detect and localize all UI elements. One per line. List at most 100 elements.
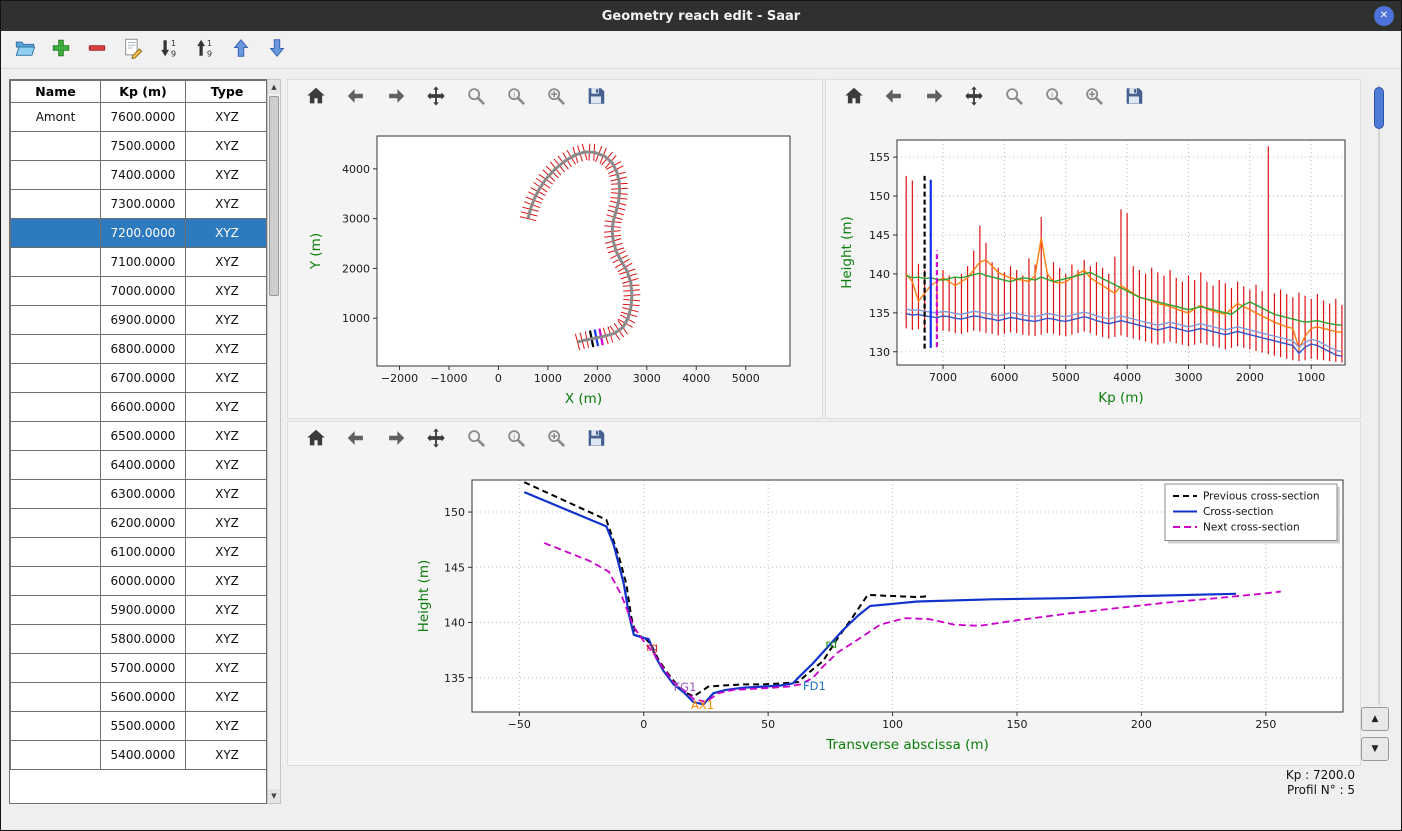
cell-type[interactable]: XYZ [185, 102, 266, 132]
table-row[interactable]: 6700.0000 XYZ [10, 363, 266, 393]
previous-profile-button[interactable]: ▲ [1361, 707, 1389, 731]
cell-name[interactable] [10, 131, 101, 161]
pan-button[interactable] [962, 86, 986, 110]
cell-name[interactable] [10, 218, 101, 248]
cell-type[interactable]: XYZ [185, 392, 266, 422]
cell-kp[interactable]: 6300.0000 [100, 479, 186, 509]
cell-type[interactable]: XYZ [185, 682, 266, 712]
table-row[interactable]: 5800.0000 XYZ [10, 624, 266, 654]
table-row[interactable]: 6900.0000 XYZ [10, 305, 266, 335]
table-row[interactable]: 5700.0000 XYZ [10, 653, 266, 683]
table-row[interactable]: 6000.0000 XYZ [10, 566, 266, 596]
plan-view-chart[interactable]: −2000 −1000 0 1000 2000 3000 4000 5000 1000 2000 3… [288, 116, 822, 422]
cell-name[interactable] [10, 421, 101, 451]
cell-type[interactable]: XYZ [185, 189, 266, 219]
back-button[interactable] [344, 86, 368, 110]
cell-kp[interactable]: 6100.0000 [100, 537, 186, 567]
cell-kp[interactable]: 7600.0000 [100, 102, 186, 132]
cell-kp[interactable]: 5700.0000 [100, 653, 186, 683]
home-button[interactable] [304, 428, 328, 452]
zoom-extent-button[interactable] [544, 428, 568, 452]
slider-thumb[interactable] [1374, 87, 1384, 129]
cell-type[interactable]: XYZ [185, 595, 266, 625]
cell-name[interactable] [10, 740, 101, 770]
column-header-name[interactable]: Name [10, 80, 101, 103]
move-down-button[interactable] [265, 38, 289, 62]
cell-name[interactable] [10, 276, 101, 306]
save-button[interactable] [584, 86, 608, 110]
cell-name[interactable] [10, 566, 101, 596]
add-button[interactable] [49, 38, 73, 62]
cell-name[interactable] [10, 247, 101, 277]
cell-kp[interactable]: 6800.0000 [100, 334, 186, 364]
table-row[interactable]: 6400.0000 XYZ [10, 450, 266, 480]
table-row[interactable]: 5500.0000 XYZ [10, 711, 266, 741]
cell-type[interactable]: XYZ [185, 131, 266, 161]
cell-kp[interactable]: 5400.0000 [100, 740, 186, 770]
cell-type[interactable]: XYZ [185, 276, 266, 306]
titlebar[interactable]: Geometry reach edit - Saar ✕ [1, 1, 1401, 31]
cell-name[interactable] [10, 363, 101, 393]
table-row[interactable]: 6500.0000 XYZ [10, 421, 266, 451]
cell-name[interactable]: Amont [10, 102, 101, 132]
cell-name[interactable] [10, 479, 101, 509]
cell-type[interactable]: XYZ [185, 421, 266, 451]
cell-kp[interactable]: 5500.0000 [100, 711, 186, 741]
zoom-extent-button[interactable] [544, 86, 568, 110]
table-row[interactable]: 7100.0000 XYZ [10, 247, 266, 277]
cell-type[interactable]: XYZ [185, 711, 266, 741]
cell-kp[interactable]: 6700.0000 [100, 363, 186, 393]
cell-kp[interactable]: 5900.0000 [100, 595, 186, 625]
cell-name[interactable] [10, 537, 101, 567]
zoom-button[interactable] [464, 86, 488, 110]
cell-type[interactable]: XYZ [185, 305, 266, 335]
table-row[interactable]: 7500.0000 XYZ [10, 131, 266, 161]
zoom-info-button[interactable]: i [504, 428, 528, 452]
table-row[interactable]: 7200.0000 XYZ [10, 218, 266, 248]
table-scrollbar[interactable]: ▲ ▼ [267, 79, 281, 804]
table-row[interactable]: 6600.0000 XYZ [10, 392, 266, 422]
cell-kp[interactable]: 6900.0000 [100, 305, 186, 335]
table-row[interactable]: 6200.0000 XYZ [10, 508, 266, 538]
move-up-button[interactable] [229, 38, 253, 62]
scrollbar-thumb[interactable] [269, 96, 279, 296]
cell-type[interactable]: XYZ [185, 450, 266, 480]
table-row[interactable]: 7000.0000 XYZ [10, 276, 266, 306]
column-header-type[interactable]: Type [185, 80, 266, 103]
cell-name[interactable] [10, 334, 101, 364]
zoom-button[interactable] [1002, 86, 1026, 110]
cross-sections-table[interactable]: Name Kp (m) Type Amont 7600.0000 XYZ 7500.0… [10, 80, 266, 770]
cell-kp[interactable]: 7200.0000 [100, 218, 186, 248]
scroll-down-icon[interactable]: ▼ [268, 789, 280, 803]
cell-kp[interactable]: 6000.0000 [100, 566, 186, 596]
cell-type[interactable]: XYZ [185, 479, 266, 509]
table-row[interactable]: 6300.0000 XYZ [10, 479, 266, 509]
cell-type[interactable]: XYZ [185, 334, 266, 364]
save-button[interactable] [584, 428, 608, 452]
open-button[interactable] [13, 38, 37, 62]
pan-button[interactable] [424, 428, 448, 452]
cell-kp[interactable]: 5800.0000 [100, 624, 186, 654]
edit-button[interactable] [121, 38, 145, 62]
cell-type[interactable]: XYZ [185, 653, 266, 683]
forward-button[interactable] [384, 86, 408, 110]
cell-name[interactable] [10, 682, 101, 712]
cell-type[interactable]: XYZ [185, 363, 266, 393]
cell-name[interactable] [10, 595, 101, 625]
cell-kp[interactable]: 5600.0000 [100, 682, 186, 712]
cell-name[interactable] [10, 653, 101, 683]
slider-track[interactable] [1378, 85, 1380, 705]
cell-kp[interactable]: 7400.0000 [100, 160, 186, 190]
home-button[interactable] [842, 86, 866, 110]
zoom-extent-button[interactable] [1082, 86, 1106, 110]
remove-button[interactable] [85, 38, 109, 62]
table-row[interactable]: 7400.0000 XYZ [10, 160, 266, 190]
cell-name[interactable] [10, 392, 101, 422]
cell-name[interactable] [10, 711, 101, 741]
forward-button[interactable] [922, 86, 946, 110]
cell-name[interactable] [10, 624, 101, 654]
cell-kp[interactable]: 7300.0000 [100, 189, 186, 219]
pan-button[interactable] [424, 86, 448, 110]
cell-type[interactable]: XYZ [185, 160, 266, 190]
